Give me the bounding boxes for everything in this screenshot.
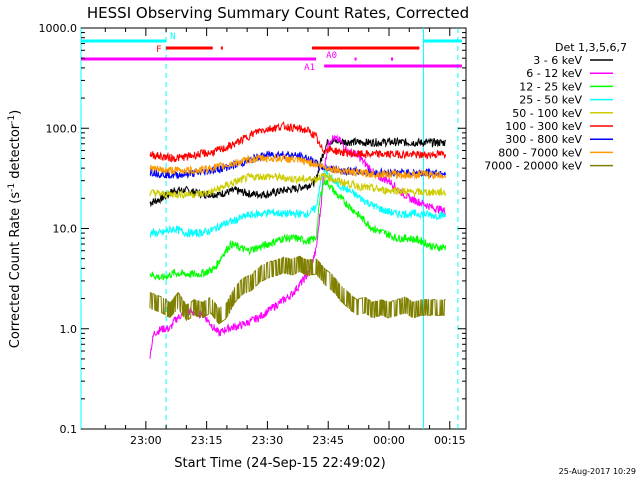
x-tick-label: 23:30 (252, 434, 284, 447)
y-axis-label-sup2: -1 (7, 115, 17, 124)
x-tick-label: 23:15 (191, 434, 223, 447)
flag-label-a0: A0 (326, 51, 337, 61)
series-line-7 (149, 153, 447, 180)
x-tick-label: 00:15 (434, 434, 466, 447)
x-tick-label: 00:00 (373, 434, 405, 447)
vertical-marker-lines (80, 28, 459, 429)
series-line-8 (149, 255, 446, 325)
legend-label-3: 25 - 50 keV (519, 94, 582, 107)
y-axis-label: Corrected Count Rate (s-1 detector-1) (7, 110, 23, 348)
series-line-4 (149, 172, 447, 200)
x-tick-label: 23:45 (312, 434, 344, 447)
series-line-5 (149, 120, 447, 163)
legend-label-6: 300 - 800 keV (505, 133, 582, 146)
flag-label-n: N (170, 32, 175, 42)
legend-label-0: 3 - 6 keV (533, 54, 582, 67)
legend-label-5: 100 - 300 keV (505, 120, 582, 133)
legend-label-4: 50 - 100 keV (512, 107, 582, 120)
y-axis-label-main: Corrected Count Rate (s (8, 192, 23, 349)
series-line-1 (149, 134, 446, 359)
y-tick-label: 1000.0 (39, 22, 78, 35)
chart-title: HESSI Observing Summary Count Rates, Cor… (87, 4, 469, 22)
x-axis-label: Start Time (24-Sep-15 22:49:02) (174, 456, 385, 471)
y-axis-label-sup1: -1 (7, 183, 17, 192)
y-tick-label: 100.0 (46, 122, 78, 135)
legend-label-8: 7000 - 20000 keV (484, 160, 582, 173)
y-axis-label-mid: detector (8, 123, 23, 183)
series-line-2 (149, 177, 447, 281)
plot-frame (80, 27, 467, 430)
flag-label-a1: A1 (304, 63, 315, 73)
y-tick-label: 10.0 (53, 223, 78, 236)
y-tick-label: 0.1 (60, 423, 78, 436)
y-axis: 0.1 1.0 10.0 100.0 1000.0 (39, 22, 466, 436)
legend-label-1: 6 - 12 keV (526, 67, 582, 80)
series-layer (149, 120, 447, 359)
observing-flag-bars: NF A0 A1 (81, 32, 462, 73)
y-tick-label: 1.0 (60, 323, 78, 336)
y-axis-label-end: ) (8, 110, 23, 115)
x-tick-label: 23:00 (130, 434, 162, 447)
series-line-3 (149, 167, 447, 239)
flag-label-f: F (156, 45, 161, 55)
legend-title: Det 1,3,5,6,7 (555, 41, 627, 54)
legend-label-2: 12 - 25 keV (519, 80, 582, 93)
legend-label-7: 800 - 7000 keV (498, 146, 582, 159)
footer-date: 25-Aug-2017 10:29 (559, 467, 636, 476)
x-axis: 23:00 23:15 23:30 23:45 00:00 00:15 (104, 28, 466, 447)
